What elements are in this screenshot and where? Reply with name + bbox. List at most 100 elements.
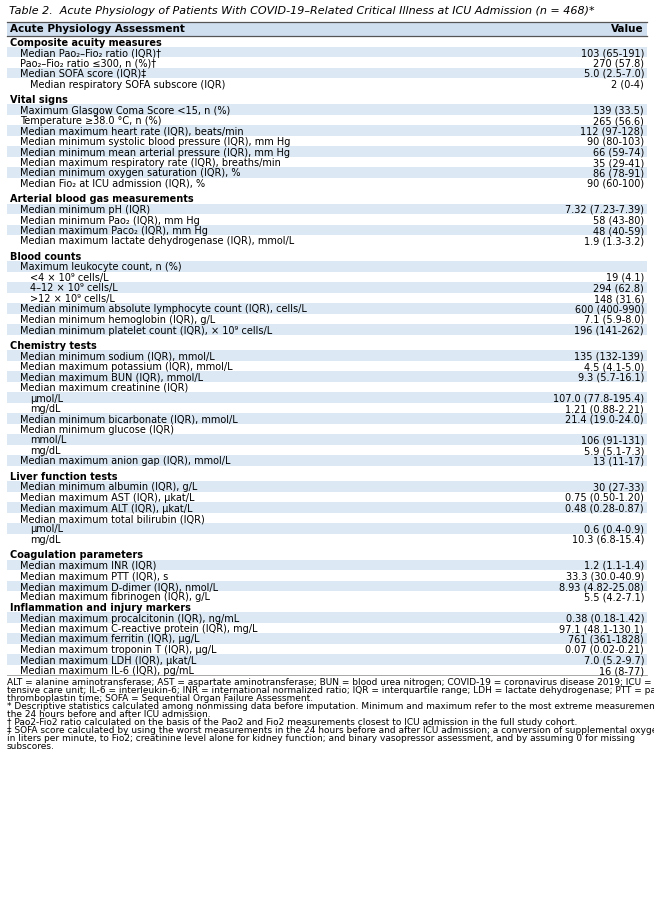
Text: 106 (91-131): 106 (91-131) (581, 436, 644, 446)
Text: Median maximum PTT (IQR), s: Median maximum PTT (IQR), s (20, 572, 168, 582)
Bar (7, 544, 647, 549)
Bar (7, 602, 647, 612)
Text: 5.0 (2.5-7.0): 5.0 (2.5-7.0) (583, 69, 644, 79)
Text: Median Pao₂–Fio₂ ratio (IQR)†: Median Pao₂–Fio₂ ratio (IQR)† (20, 48, 161, 58)
Text: 48 (40-59): 48 (40-59) (593, 226, 644, 236)
Text: Median minimum systolic blood pressure (IQR), mm Hg: Median minimum systolic blood pressure (… (20, 137, 290, 147)
Text: 103 (65-191): 103 (65-191) (581, 48, 644, 58)
Bar (7, 423, 647, 434)
Text: 0.38 (0.18-1.42): 0.38 (0.18-1.42) (566, 613, 644, 623)
Text: μmol/L: μmol/L (30, 393, 63, 403)
Text: 600 (400-990): 600 (400-990) (575, 304, 644, 314)
Text: 1.9 (1.3-3.2): 1.9 (1.3-3.2) (584, 236, 644, 246)
Text: Median minimum hemoglobin (IQR), g/L: Median minimum hemoglobin (IQR), g/L (20, 315, 215, 325)
Text: 0.6 (0.4-0.9): 0.6 (0.4-0.9) (584, 525, 644, 535)
Text: Value: Value (611, 24, 644, 34)
Text: in liters per minute, to Fio2; creatinine level alone for kidney function; and b: in liters per minute, to Fio2; creatinin… (7, 734, 635, 743)
Bar (7, 46, 647, 57)
Text: 0.07 (0.02-0.21): 0.07 (0.02-0.21) (565, 645, 644, 655)
Bar (7, 466, 647, 470)
Text: Median maximum INR (IQR): Median maximum INR (IQR) (20, 561, 156, 571)
Bar (7, 591, 647, 602)
Text: Median minimum platelet count (IQR), × 10⁹ cells/L: Median minimum platelet count (IQR), × 1… (20, 325, 272, 335)
Bar (7, 167, 647, 178)
Text: 1.21 (0.88-2.21): 1.21 (0.88-2.21) (565, 404, 644, 414)
Bar (7, 361, 647, 371)
Text: † Pao2-Fio2 ratio calculated on the basis of the Pao2 and Fio2 measurements clos: † Pao2-Fio2 ratio calculated on the basi… (7, 718, 577, 727)
Bar (7, 157, 647, 167)
Text: 148 (31.6): 148 (31.6) (593, 294, 644, 304)
Bar (7, 334, 647, 340)
Bar (7, 581, 647, 591)
Text: 4.5 (4.1-5.0): 4.5 (4.1-5.0) (584, 362, 644, 372)
Text: 7.0 (5.2-9.7): 7.0 (5.2-9.7) (583, 656, 644, 666)
Text: 13 (11-17): 13 (11-17) (593, 457, 644, 467)
Text: Inflammation and injury markers: Inflammation and injury markers (10, 603, 191, 613)
Text: 270 (57.8): 270 (57.8) (593, 59, 644, 69)
Bar (7, 225, 647, 235)
Text: 7.1 (5.9-8.0): 7.1 (5.9-8.0) (584, 315, 644, 325)
Text: Median maximum potassium (IQR), mmol/L: Median maximum potassium (IQR), mmol/L (20, 362, 233, 372)
Text: Median maximum LDH (IQR), μkat/L: Median maximum LDH (IQR), μkat/L (20, 656, 196, 666)
Text: Median maximum anion gap (IQR), mmol/L: Median maximum anion gap (IQR), mmol/L (20, 457, 230, 467)
Text: Median SOFA score (IQR)‡: Median SOFA score (IQR)‡ (20, 69, 146, 79)
Text: ‡ SOFA score calculated by using the worst measurements in the 24 hours before a: ‡ SOFA score calculated by using the wor… (7, 726, 654, 735)
Bar (7, 293, 647, 303)
Bar (7, 455, 647, 466)
Text: 107.0 (77.8-195.4): 107.0 (77.8-195.4) (553, 393, 644, 403)
Bar (7, 68, 647, 78)
Bar (7, 445, 647, 455)
Bar (7, 513, 647, 523)
Text: thromboplastin time; SOFA = Sequential Organ Failure Assessment.: thromboplastin time; SOFA = Sequential O… (7, 694, 313, 703)
Text: 58 (43-80): 58 (43-80) (593, 216, 644, 226)
Text: Maximum leukocyte count, n (%): Maximum leukocyte count, n (%) (20, 263, 182, 273)
Bar (7, 491, 647, 502)
Bar (7, 36, 647, 46)
Text: Median minimum pH (IQR): Median minimum pH (IQR) (20, 205, 150, 215)
Text: 0.48 (0.28-0.87): 0.48 (0.28-0.87) (565, 504, 644, 514)
Text: Median maximum BUN (IQR), mmol/L: Median maximum BUN (IQR), mmol/L (20, 372, 203, 382)
Text: the 24 hours before and after ICU admission.: the 24 hours before and after ICU admiss… (7, 710, 211, 719)
Bar (7, 402, 647, 413)
Text: subscores.: subscores. (7, 742, 55, 751)
Bar (7, 193, 647, 204)
Bar (7, 303, 647, 313)
Text: Arterial blood gas measurements: Arterial blood gas measurements (10, 195, 194, 205)
Text: 294 (62.8): 294 (62.8) (593, 284, 644, 294)
Bar (7, 633, 647, 643)
Text: Liver function tests: Liver function tests (10, 472, 118, 482)
Text: Median minimum absolute lymphocyte count (IQR), cells/L: Median minimum absolute lymphocyte count… (20, 304, 307, 314)
Text: Median maximum total bilirubin (IQR): Median maximum total bilirubin (IQR) (20, 514, 205, 524)
Bar (7, 324, 647, 334)
Text: 19 (4.1): 19 (4.1) (606, 273, 644, 283)
Text: 5.5 (4.2-7.1): 5.5 (4.2-7.1) (583, 593, 644, 602)
Text: 86 (78-91): 86 (78-91) (593, 169, 644, 178)
Bar (7, 350, 647, 361)
Bar (7, 125, 647, 136)
Text: 33.3 (30.0-40.9): 33.3 (30.0-40.9) (566, 572, 644, 582)
Text: 66 (59-74): 66 (59-74) (593, 148, 644, 158)
Text: Median maximum D-dimer (IQR), nmol/L: Median maximum D-dimer (IQR), nmol/L (20, 582, 218, 592)
Bar (7, 622, 647, 633)
Text: Vital signs: Vital signs (10, 95, 68, 105)
Text: Median maximum lactate dehydrogenase (IQR), mmol/L: Median maximum lactate dehydrogenase (IQ… (20, 236, 294, 246)
Text: Median maximum respiratory rate (IQR), breaths/min: Median maximum respiratory rate (IQR), b… (20, 158, 281, 168)
Bar (7, 114, 647, 125)
Bar (7, 570, 647, 581)
Text: 139 (33.5): 139 (33.5) (593, 105, 644, 115)
Text: Composite acuity measures: Composite acuity measures (10, 37, 162, 47)
Bar (7, 340, 647, 350)
Bar (7, 272, 647, 282)
Text: Pao₂–Fio₂ ratio ≤300, n (%)†: Pao₂–Fio₂ ratio ≤300, n (%)† (20, 59, 156, 69)
Text: Median maximum Paco₂ (IQR), mm Hg: Median maximum Paco₂ (IQR), mm Hg (20, 226, 208, 236)
Text: * Descriptive statistics calculated among nonmissing data before imputation. Min: * Descriptive statistics calculated amon… (7, 702, 654, 711)
Bar (7, 78, 647, 89)
Bar (7, 89, 647, 93)
Bar (7, 413, 647, 423)
Text: 4–12 × 10⁹ cells/L: 4–12 × 10⁹ cells/L (30, 284, 118, 294)
Text: 2 (0-4): 2 (0-4) (611, 80, 644, 90)
Text: Temperature ≥38.0 °C, n (%): Temperature ≥38.0 °C, n (%) (20, 116, 162, 126)
Bar (7, 664, 647, 675)
Text: 761 (361-1828): 761 (361-1828) (568, 634, 644, 644)
Text: Median maximum C-reactive protein (IQR), mg/L: Median maximum C-reactive protein (IQR),… (20, 624, 258, 634)
